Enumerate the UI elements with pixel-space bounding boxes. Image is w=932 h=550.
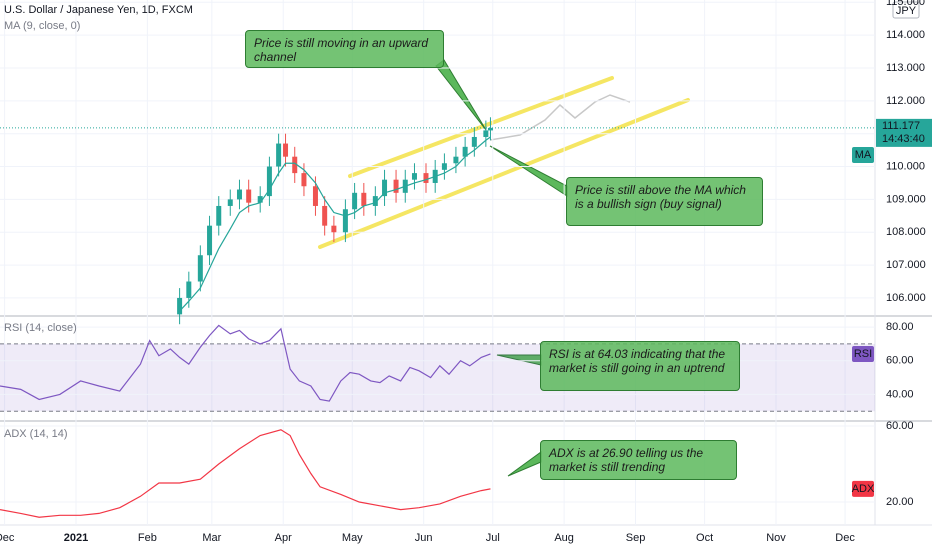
last-price-box: [876, 118, 932, 147]
candle-body: [331, 225, 337, 233]
currency: JPY: [896, 5, 917, 17]
x-tick-label: Mar: [202, 532, 221, 544]
y-tick-label: 40.00: [886, 388, 914, 400]
y-tick-label: 60.00: [886, 420, 914, 432]
candle-body: [441, 163, 447, 170]
series-tag-box: [852, 480, 874, 497]
candle-body: [236, 189, 242, 200]
x-tick-label: Sep: [626, 532, 646, 544]
y-tick-label: 114.000: [886, 29, 925, 41]
y-tick-label: 109.000: [886, 193, 926, 205]
projection: [489, 94, 631, 141]
adx-title: ADX (14, 14): [4, 428, 68, 440]
candle-body: [227, 199, 233, 206]
y-tick-label: 60.00: [886, 355, 914, 367]
last-price: 111.177: [882, 120, 920, 132]
candle-body: [483, 130, 489, 137]
candle-body: [471, 136, 477, 147]
rsi-band: [0, 343, 875, 412]
x-tick-label: Jul: [486, 532, 500, 544]
series-tag: MA: [855, 149, 872, 161]
candle-body: [283, 143, 289, 157]
series-tag-box: [852, 345, 874, 362]
rsi-title: RSI (14, close): [4, 322, 77, 334]
trend-line: [348, 76, 614, 178]
x-tick-label: Dec: [835, 532, 855, 544]
y-tick-label: 115.000: [886, 0, 925, 8]
candle-body: [322, 205, 328, 226]
y-tick-label: 20.00: [886, 496, 914, 508]
countdown: 14:43:40: [882, 133, 925, 145]
x-tick-label: Dec: [0, 532, 15, 544]
y-tick-label: 107.000: [886, 259, 926, 271]
x-tick-label: Oct: [696, 532, 713, 544]
candle-body: [246, 189, 252, 203]
candle-body: [342, 209, 348, 233]
y-tick-label: 106.000: [886, 292, 926, 304]
y-tick-label: 112.000: [886, 95, 925, 107]
x-tick-label: Feb: [138, 532, 157, 544]
candle-body: [266, 166, 272, 197]
callout: Price is still above the MA which is a b…: [566, 177, 763, 226]
candle-body: [301, 173, 307, 187]
callout-arrow: [507, 451, 542, 477]
candle-body: [207, 225, 213, 256]
y-tick-label: 108.000: [886, 226, 926, 238]
candle-body: [393, 179, 399, 193]
symbol-title: U.S. Dollar / Japanese Yen, 1D, FXCM: [4, 4, 193, 16]
candle-body: [372, 196, 378, 206]
series-tag-box: [852, 146, 874, 163]
candle-body: [411, 173, 417, 180]
candle-body: [177, 297, 183, 315]
candle-body: [352, 192, 358, 210]
candle-body: [382, 179, 388, 197]
candle-body: [361, 192, 367, 206]
y-tick-label: 113.000: [886, 62, 925, 74]
trend-line: [318, 98, 690, 249]
callout: RSI is at 64.03 indicating that the mark…: [540, 341, 740, 391]
y-tick-label: 110.000: [886, 160, 925, 172]
series-line: [0, 429, 491, 518]
series-tag: ADX: [852, 483, 875, 495]
callout: Price is still moving in an upward chann…: [245, 30, 444, 68]
x-tick-label: May: [342, 532, 363, 544]
callout: ADX is at 26.90 telling us the market is…: [540, 440, 737, 480]
callout-arrow: [435, 59, 487, 131]
candle-body: [292, 156, 298, 174]
candle-body: [312, 186, 318, 206]
candle-body: [186, 281, 192, 298]
x-tick-label: 2021: [64, 532, 88, 544]
candle-body: [462, 146, 468, 157]
series-tag: RSI: [854, 348, 872, 360]
x-tick-label: Apr: [275, 532, 292, 544]
ma-title: MA (9, close, 0): [4, 20, 81, 32]
candle-body: [216, 205, 222, 226]
y-tick-label: 80.00: [886, 321, 914, 333]
candle-body: [197, 255, 203, 282]
candle-body: [257, 196, 263, 203]
series-line: [179, 136, 491, 312]
candle-body: [453, 156, 459, 164]
x-tick-label: Jun: [415, 532, 433, 544]
currency-box: [892, 1, 920, 19]
x-tick-label: Aug: [554, 532, 574, 544]
candle-body: [276, 143, 282, 167]
x-tick-label: Nov: [766, 532, 786, 544]
candle-body: [487, 127, 493, 131]
candle-body: [423, 173, 429, 183]
series-line: [0, 324, 491, 402]
